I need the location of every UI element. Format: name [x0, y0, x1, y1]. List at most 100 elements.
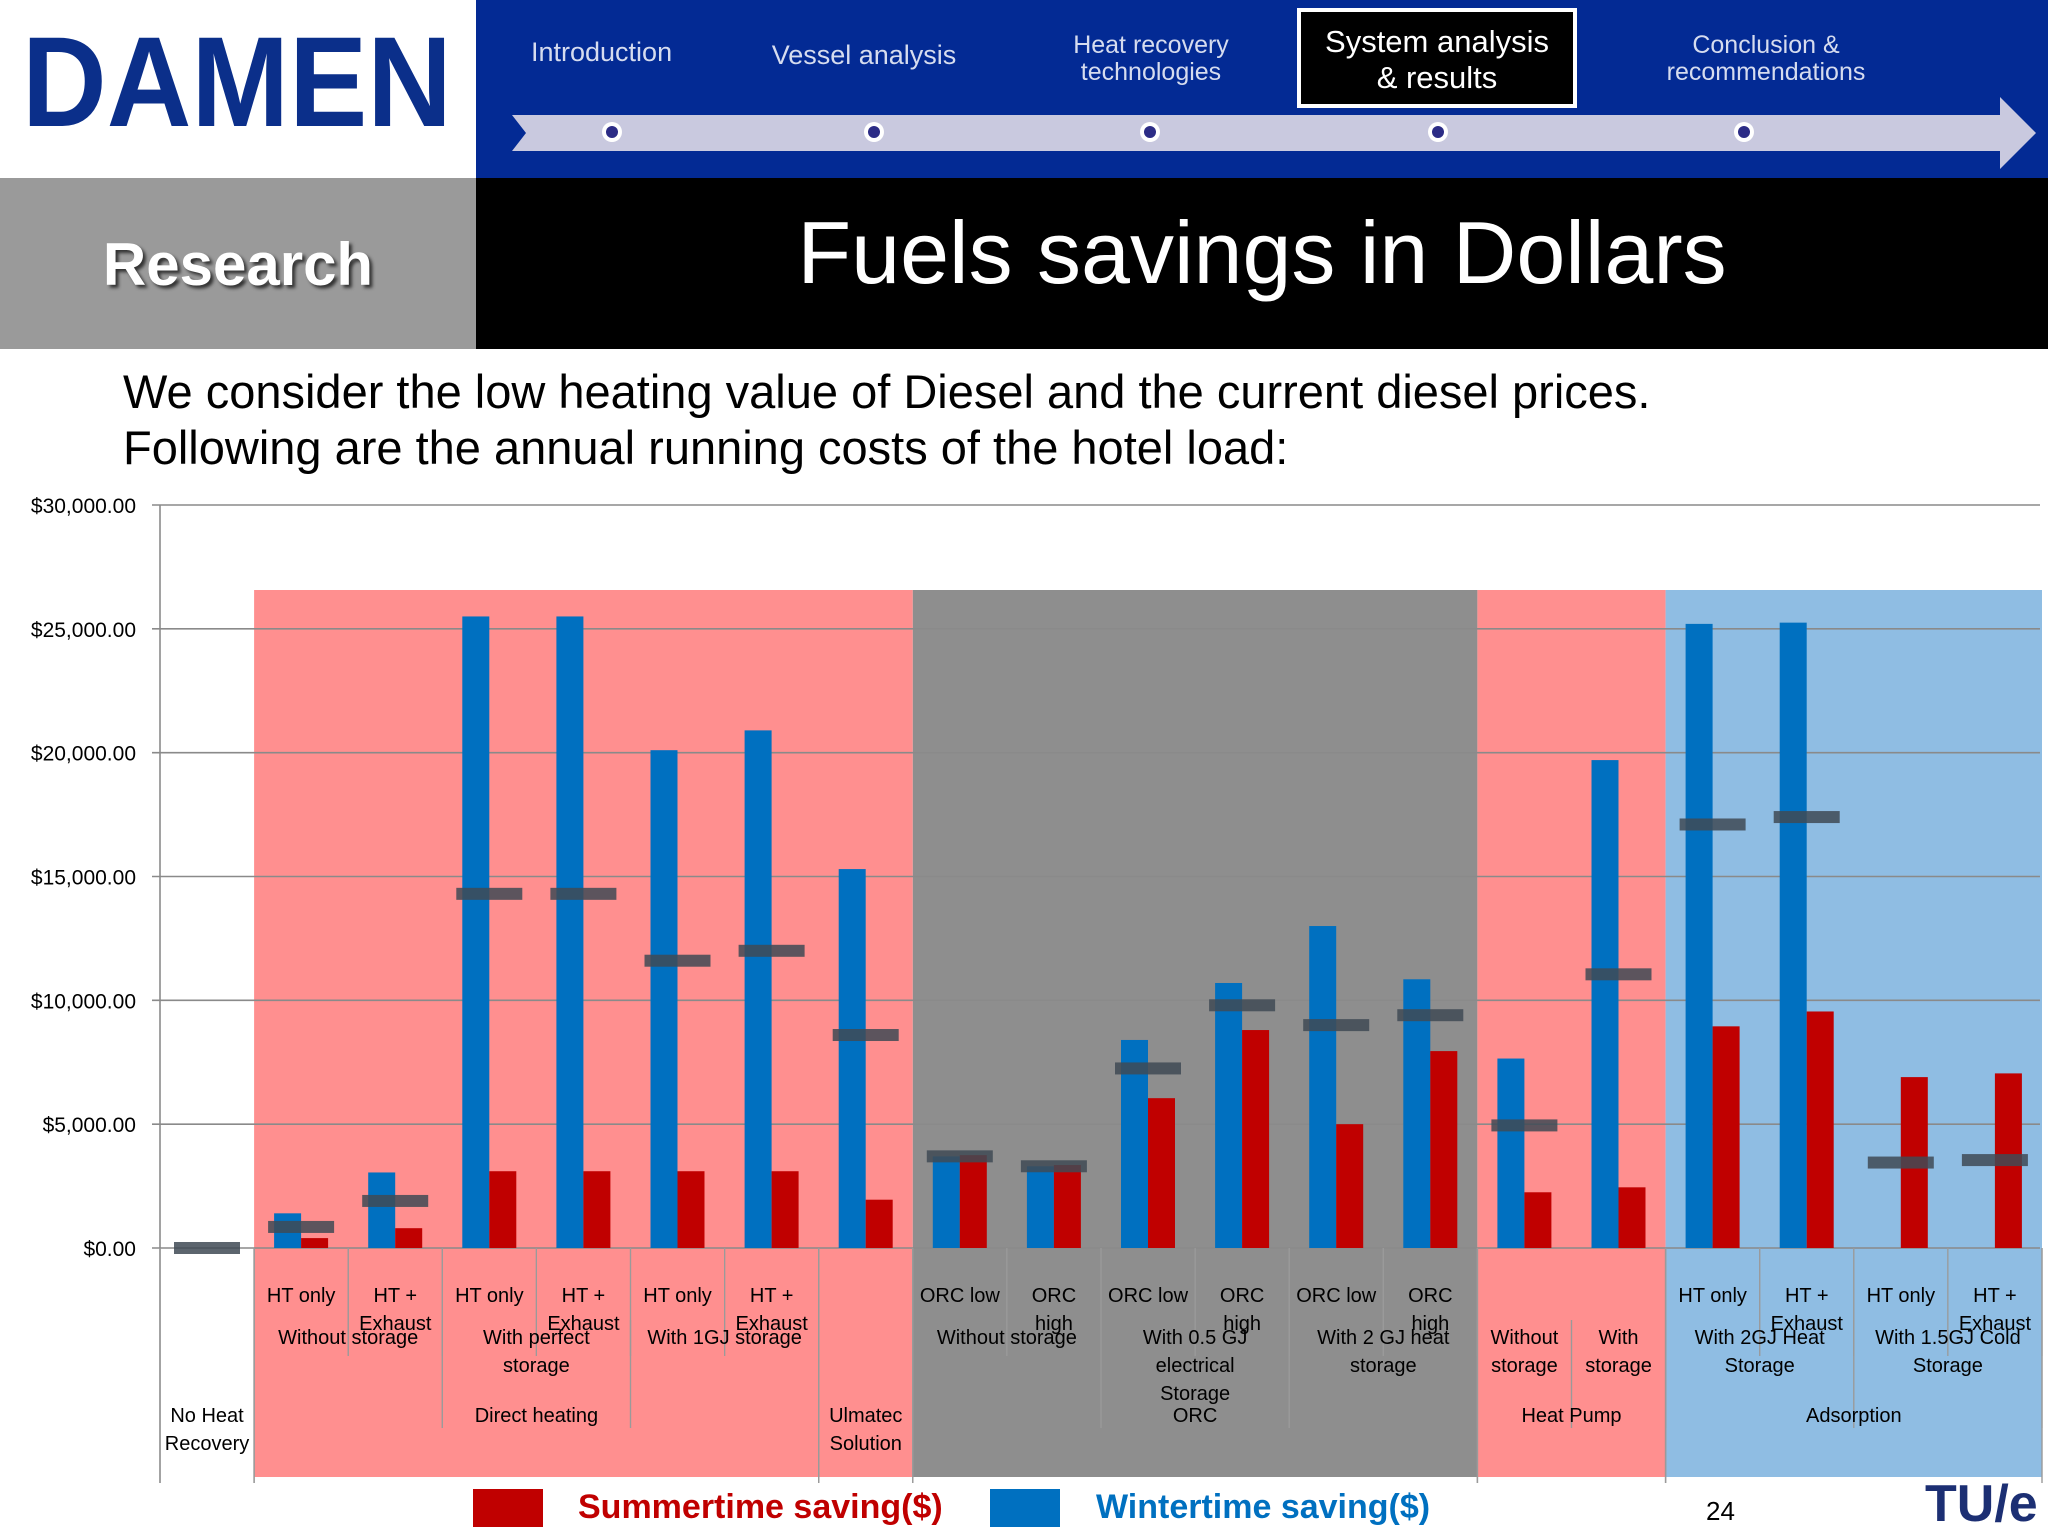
group-label: Direct heating	[475, 1405, 598, 1427]
average-marker	[1303, 1019, 1370, 1032]
y-tick-label: $5,000.00	[43, 1114, 136, 1137]
subgroup-label: storage	[1350, 1355, 1417, 1377]
subgroup-label: Without storage	[278, 1327, 418, 1349]
nav-vessel-analysis[interactable]: Vessel analysis	[754, 41, 974, 69]
category-label: Exhaust	[736, 1313, 809, 1335]
subgroup-label: Storage	[1913, 1355, 1983, 1377]
nav-conclusion-line-1: Conclusion &	[1692, 31, 1840, 59]
y-tick-label: $0.00	[83, 1238, 136, 1261]
average-marker	[644, 954, 711, 967]
category-label: HT +	[750, 1285, 794, 1307]
winter-bar	[368, 1172, 396, 1248]
winter-bar	[1309, 926, 1337, 1248]
nav-conclusion-line-2: recommendations	[1666, 58, 1866, 86]
nav-heat-recovery-line-1: Heat recovery	[1073, 31, 1229, 59]
average-marker	[926, 1150, 993, 1163]
logo-area: DAMEN	[0, 0, 476, 178]
average-marker	[1209, 999, 1276, 1012]
category-label: HT only	[455, 1285, 524, 1307]
winter-bar	[556, 616, 584, 1248]
shaded-region-0	[254, 590, 913, 1477]
category-label: Exhaust	[1771, 1313, 1844, 1335]
subgroup-label: storage	[503, 1355, 570, 1377]
category-label: ORC	[1220, 1285, 1264, 1307]
nav-introduction-label: Introduction	[531, 37, 673, 67]
savings-chart: $0.00 $5,000.00 $10,000.00 $15,000.00 $20,00…	[31, 495, 2043, 1483]
subgroup-label: Without	[1491, 1327, 1559, 1349]
subgroup-label: With 2GJ Heat	[1695, 1327, 1825, 1349]
legend-summer-label: Summertime saving($)	[578, 1488, 943, 1526]
average-marker	[1585, 968, 1652, 981]
page-number: 24	[1706, 1496, 1735, 1526]
section-label-box	[0, 178, 476, 349]
y-tick-label: $20,000.00	[31, 743, 136, 766]
average-marker	[1961, 1154, 2028, 1167]
nav-vessel-analysis-label: Vessel analysis	[771, 40, 957, 70]
intro-line-2: Following are the annual running costs o…	[123, 421, 1289, 474]
group-label: Adsorption	[1806, 1405, 1902, 1427]
summer-bar	[489, 1171, 517, 1248]
damen-logo: DAMEN	[22, 30, 452, 140]
summer-bar	[1712, 1026, 1740, 1248]
summer-bar	[1242, 1030, 1270, 1248]
group-label: Solution	[830, 1433, 902, 1455]
average-marker	[1115, 1062, 1181, 1075]
average-marker	[1679, 818, 1746, 831]
nav-conclusion[interactable]: Conclusion & recommendations	[1626, 32, 1906, 86]
subgroup-label: With 1GJ storage	[647, 1327, 802, 1349]
title-band	[476, 178, 2048, 349]
winter-bar	[462, 616, 490, 1248]
nav-active-line-2: & results	[1376, 60, 1498, 95]
category-label: HT +	[373, 1285, 417, 1307]
winter-bar	[838, 869, 866, 1248]
average-marker	[456, 887, 523, 900]
group-label: Ulmatec	[829, 1405, 902, 1427]
average-marker	[1020, 1160, 1087, 1173]
category-label: HT only	[267, 1285, 336, 1307]
summer-bar	[301, 1238, 329, 1248]
category-label: ORC	[1032, 1285, 1076, 1307]
nav-system-analysis-active[interactable]: System analysis & results	[1297, 8, 1577, 108]
subgroup-label: Storage	[1160, 1383, 1230, 1405]
subgroup-label: With 2 GJ heat	[1317, 1327, 1450, 1349]
winter-bar	[1497, 1058, 1525, 1248]
category-label: HT +	[1785, 1285, 1829, 1307]
y-tick-label: $10,000.00	[31, 990, 136, 1013]
category-label: HT only	[1678, 1285, 1747, 1307]
average-marker	[1773, 811, 1840, 824]
winter-bar	[650, 750, 678, 1248]
summer-bar	[1336, 1124, 1364, 1248]
winter-bar	[1215, 982, 1243, 1248]
group-label: Recovery	[165, 1433, 249, 1455]
intro-text: We consider the low heating value of Die…	[123, 364, 2023, 476]
winter-bar	[1591, 760, 1619, 1248]
category-label: HT only	[1867, 1285, 1936, 1307]
y-tick-label: $25,000.00	[31, 619, 136, 642]
subgroup-label: storage	[1491, 1355, 1558, 1377]
summer-bar	[583, 1171, 611, 1248]
damen-logo-text: DAMEN	[22, 30, 452, 140]
section-label: Research	[102, 231, 374, 298]
group-label: No Heat	[170, 1405, 244, 1427]
category-label: ORC	[1408, 1285, 1452, 1307]
category-label: high	[1223, 1313, 1261, 1335]
nav-heat-recovery[interactable]: Heat recovery technologies	[1036, 32, 1266, 86]
winter-bar	[1779, 622, 1807, 1248]
section-nav: Introduction Vessel analysis Heat recove…	[476, 0, 2048, 178]
summer-bar	[865, 1199, 893, 1248]
subgroup-label: With 1.5GJ Cold	[1875, 1327, 2021, 1349]
nav-introduction[interactable]: Introduction	[531, 38, 672, 66]
legend-winter-swatch	[990, 1489, 1060, 1527]
winter-bar	[744, 730, 772, 1248]
legend-winter-label: Wintertime saving($)	[1096, 1488, 1431, 1526]
progress-arrow	[512, 97, 2036, 169]
subgroup-label: Without storage	[937, 1327, 1077, 1349]
intro-line-1: We consider the low heating value of Die…	[123, 365, 1651, 418]
subgroup-label: electrical	[1156, 1355, 1235, 1377]
nav-heat-recovery-line-2: technologies	[1080, 58, 1222, 86]
category-label: HT +	[562, 1285, 606, 1307]
average-marker	[738, 944, 805, 957]
group-label: ORC	[1173, 1405, 1217, 1427]
average-marker	[832, 1029, 899, 1042]
category-label: ORC low	[1296, 1285, 1377, 1307]
